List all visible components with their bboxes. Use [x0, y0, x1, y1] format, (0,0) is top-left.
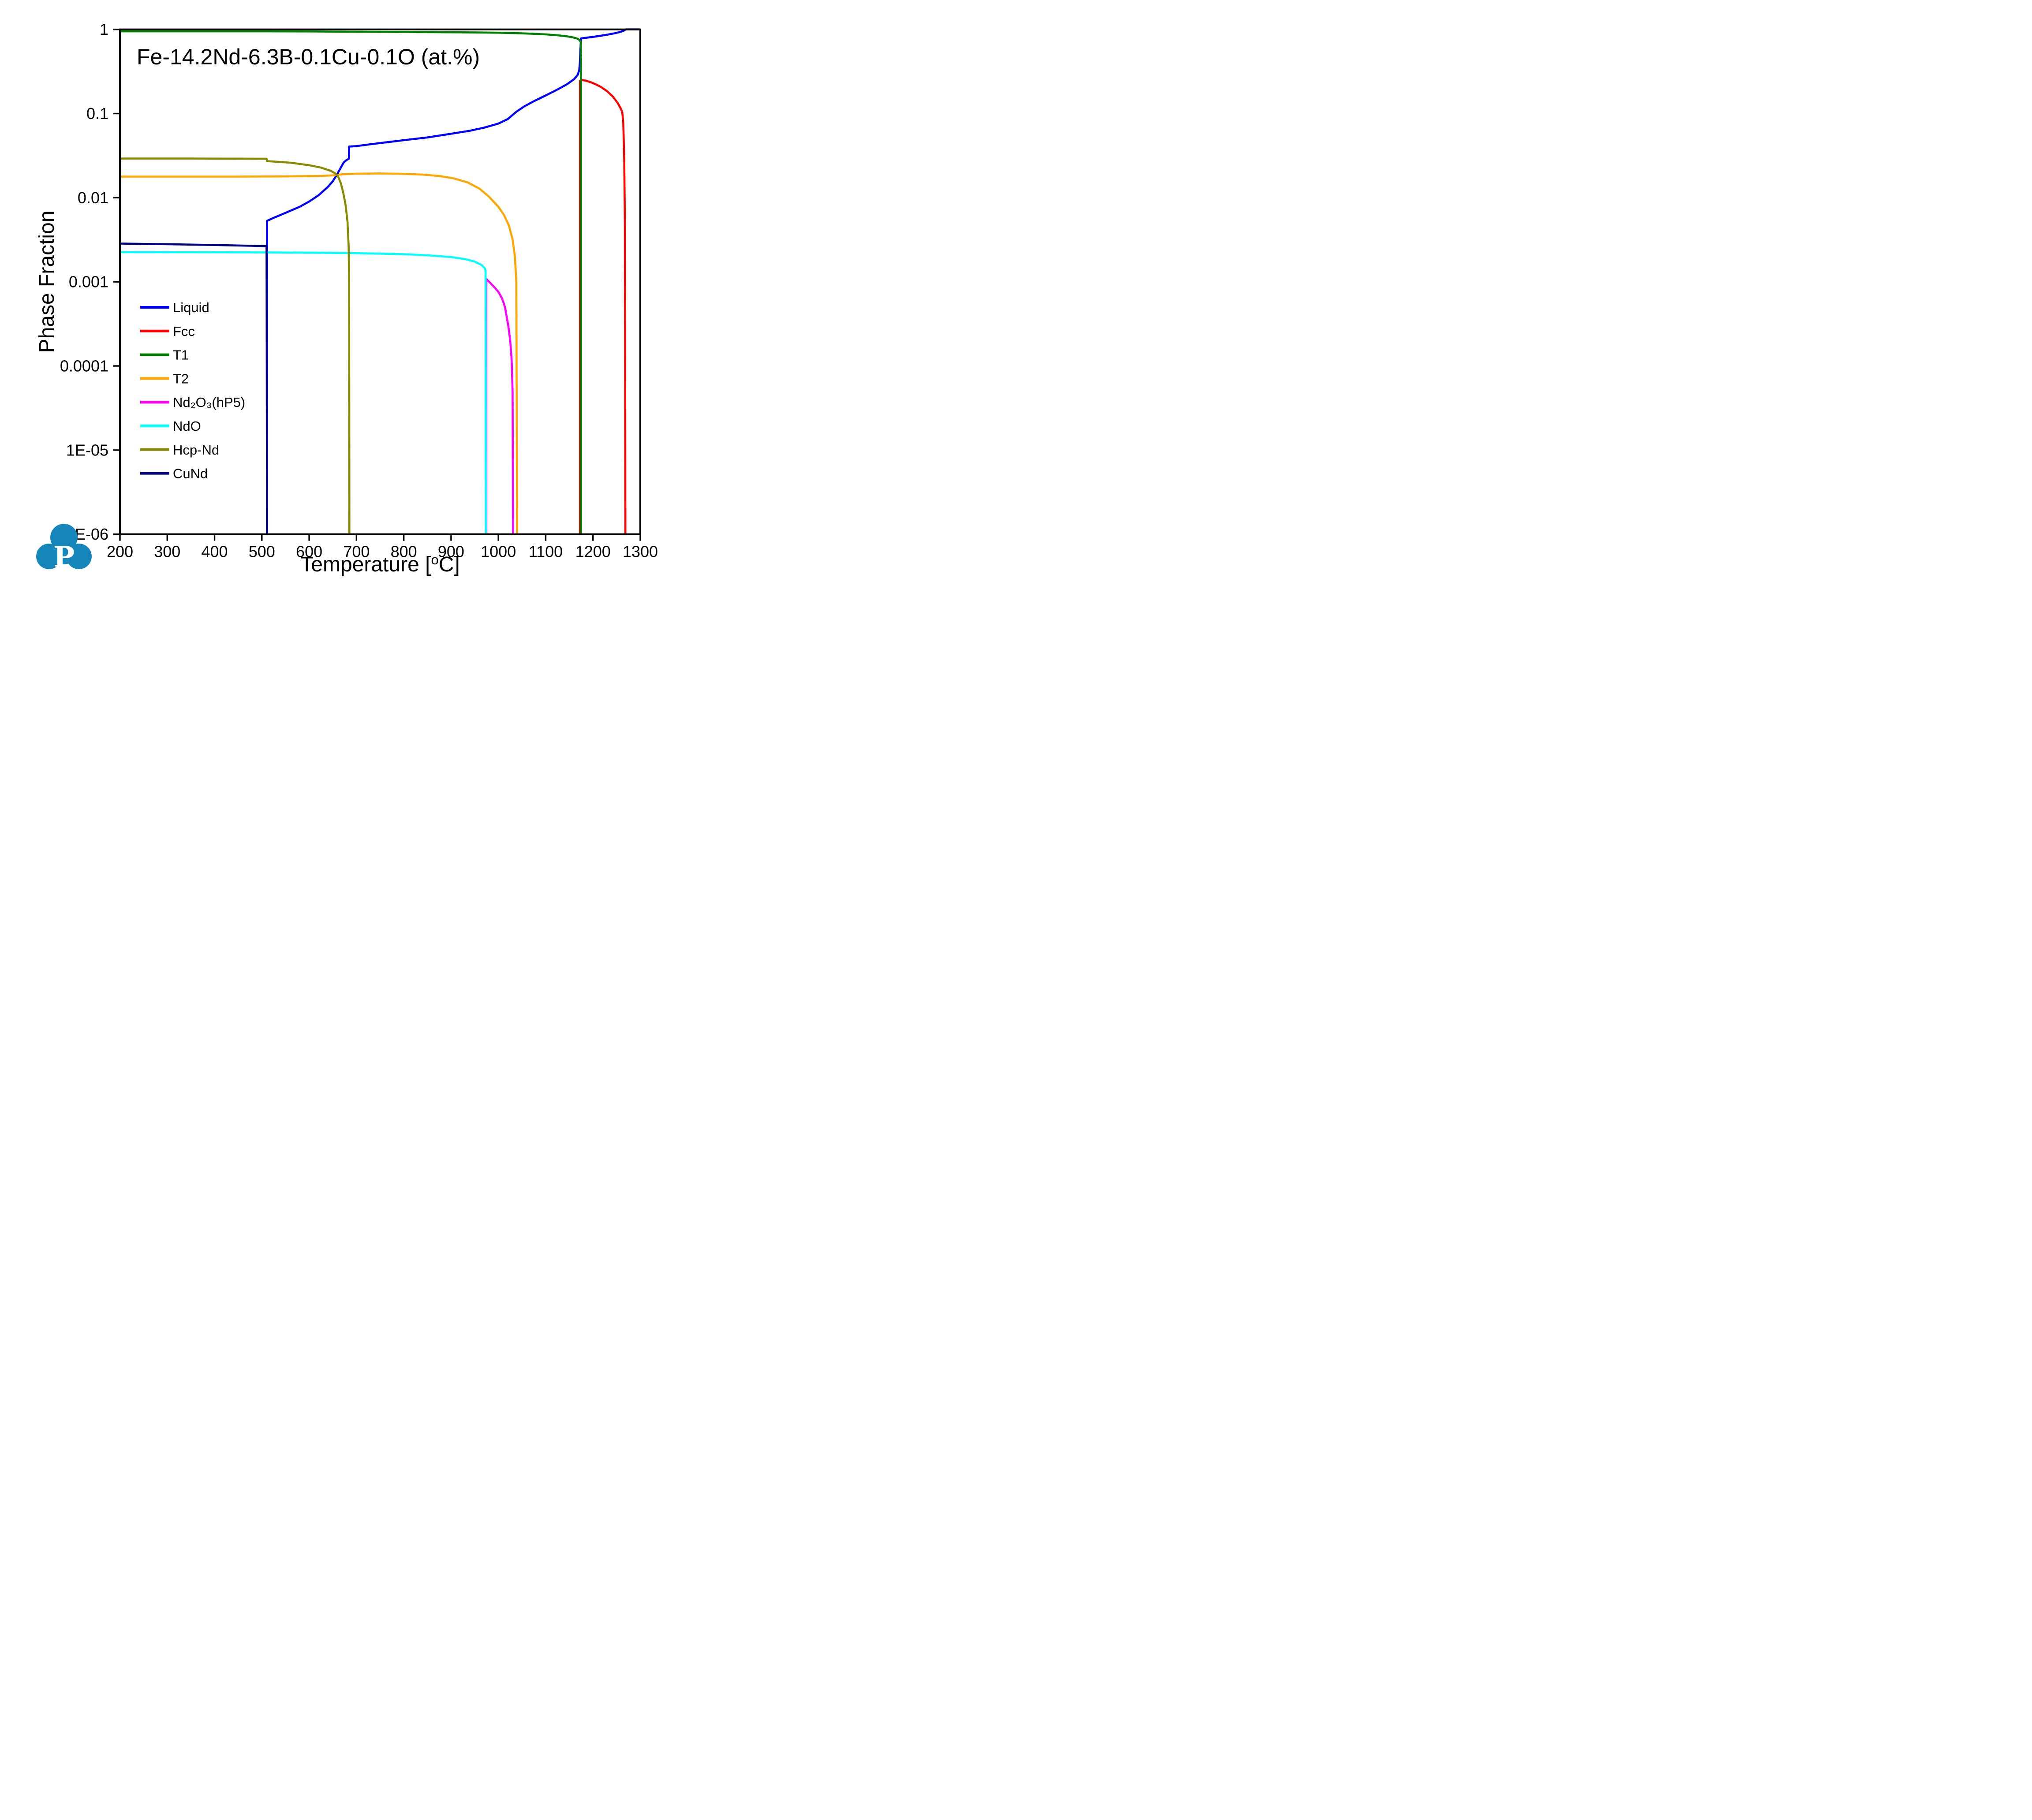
- y-tick-label: 0.1: [86, 104, 108, 123]
- series-line-fcc: [579, 79, 627, 534]
- legend-label-ndo: NdO: [173, 418, 201, 434]
- y-tick-label: 1E-05: [66, 441, 108, 459]
- degree-superscript: o: [431, 552, 438, 567]
- series-line-t1: [120, 30, 582, 534]
- series-line-hcp-nd: [120, 157, 351, 534]
- chart-title: Fe-14.2Nd-6.3B-0.1Cu-0.1O (at.%): [137, 45, 480, 69]
- plot-frame: [119, 28, 641, 535]
- legend-label-t2: T2: [173, 371, 189, 386]
- legend-label-nd-o-hp5: Nd₂O₃(hP5): [173, 395, 245, 410]
- x-tick-label: 1000: [481, 543, 516, 561]
- legend-label-liquid: Liquid: [173, 300, 209, 315]
- legend-label-hcp-nd: Hcp-Nd: [173, 442, 219, 458]
- x-tick-label: 200: [107, 543, 133, 561]
- y-tick-label: 0.001: [69, 273, 108, 291]
- chart-page: 200 300 400 500 600 700 800 900 1000 1100 1200 1300…: [0, 0, 677, 607]
- x-axis-title: Temperature [oC]: [300, 552, 459, 576]
- pandat-logo: P: [36, 524, 92, 574]
- y-tick-label: 0.0001: [60, 357, 108, 375]
- x-axis-title-post: C]: [439, 553, 460, 576]
- series-line-liquid: [266, 28, 640, 534]
- axes-layer: 200 300 400 500 600 700 800 900 1000 1100 1200 1300…: [60, 20, 658, 561]
- logo-letter: P: [53, 541, 75, 574]
- legend-label-cund: CuNd: [173, 466, 208, 481]
- x-tick-label: 600: [296, 543, 322, 561]
- x-tick-label: 1300: [623, 543, 658, 561]
- x-tick-label: 700: [343, 543, 370, 561]
- y-tick-label: 1: [100, 20, 108, 38]
- series-layer: [120, 28, 640, 534]
- x-tick-label: 900: [438, 543, 464, 561]
- x-tick-label: 300: [154, 543, 180, 561]
- logo-cloud-center-fill: [51, 538, 77, 564]
- x-tick-label: 400: [202, 543, 228, 561]
- series-line-cund: [120, 242, 268, 534]
- legend: Liquid Fcc T1 T2 Nd₂O₃(hP5) NdO Hcp-Nd CuNd: [140, 300, 245, 481]
- x-axis-title-pre: Temperature [: [300, 553, 431, 576]
- y-axis-title: Phase Fraction: [35, 211, 59, 353]
- x-tick-label: 1100: [529, 543, 563, 561]
- series-line-t2: [120, 172, 518, 534]
- y-tick-label: 0.01: [78, 189, 108, 207]
- phase-fraction-chart: 200 300 400 500 600 700 800 900 1000 1100 1200 1300…: [35, 20, 658, 576]
- x-tick-label: 1200: [575, 543, 611, 561]
- legend-label-t1: T1: [173, 347, 189, 363]
- x-tick-label: 800: [391, 543, 417, 561]
- series-line-nd-o-hp5: [485, 278, 514, 534]
- legend-label-fcc: Fcc: [173, 324, 195, 339]
- x-tick-label: 500: [249, 543, 275, 561]
- series-line-ndo: [120, 251, 487, 534]
